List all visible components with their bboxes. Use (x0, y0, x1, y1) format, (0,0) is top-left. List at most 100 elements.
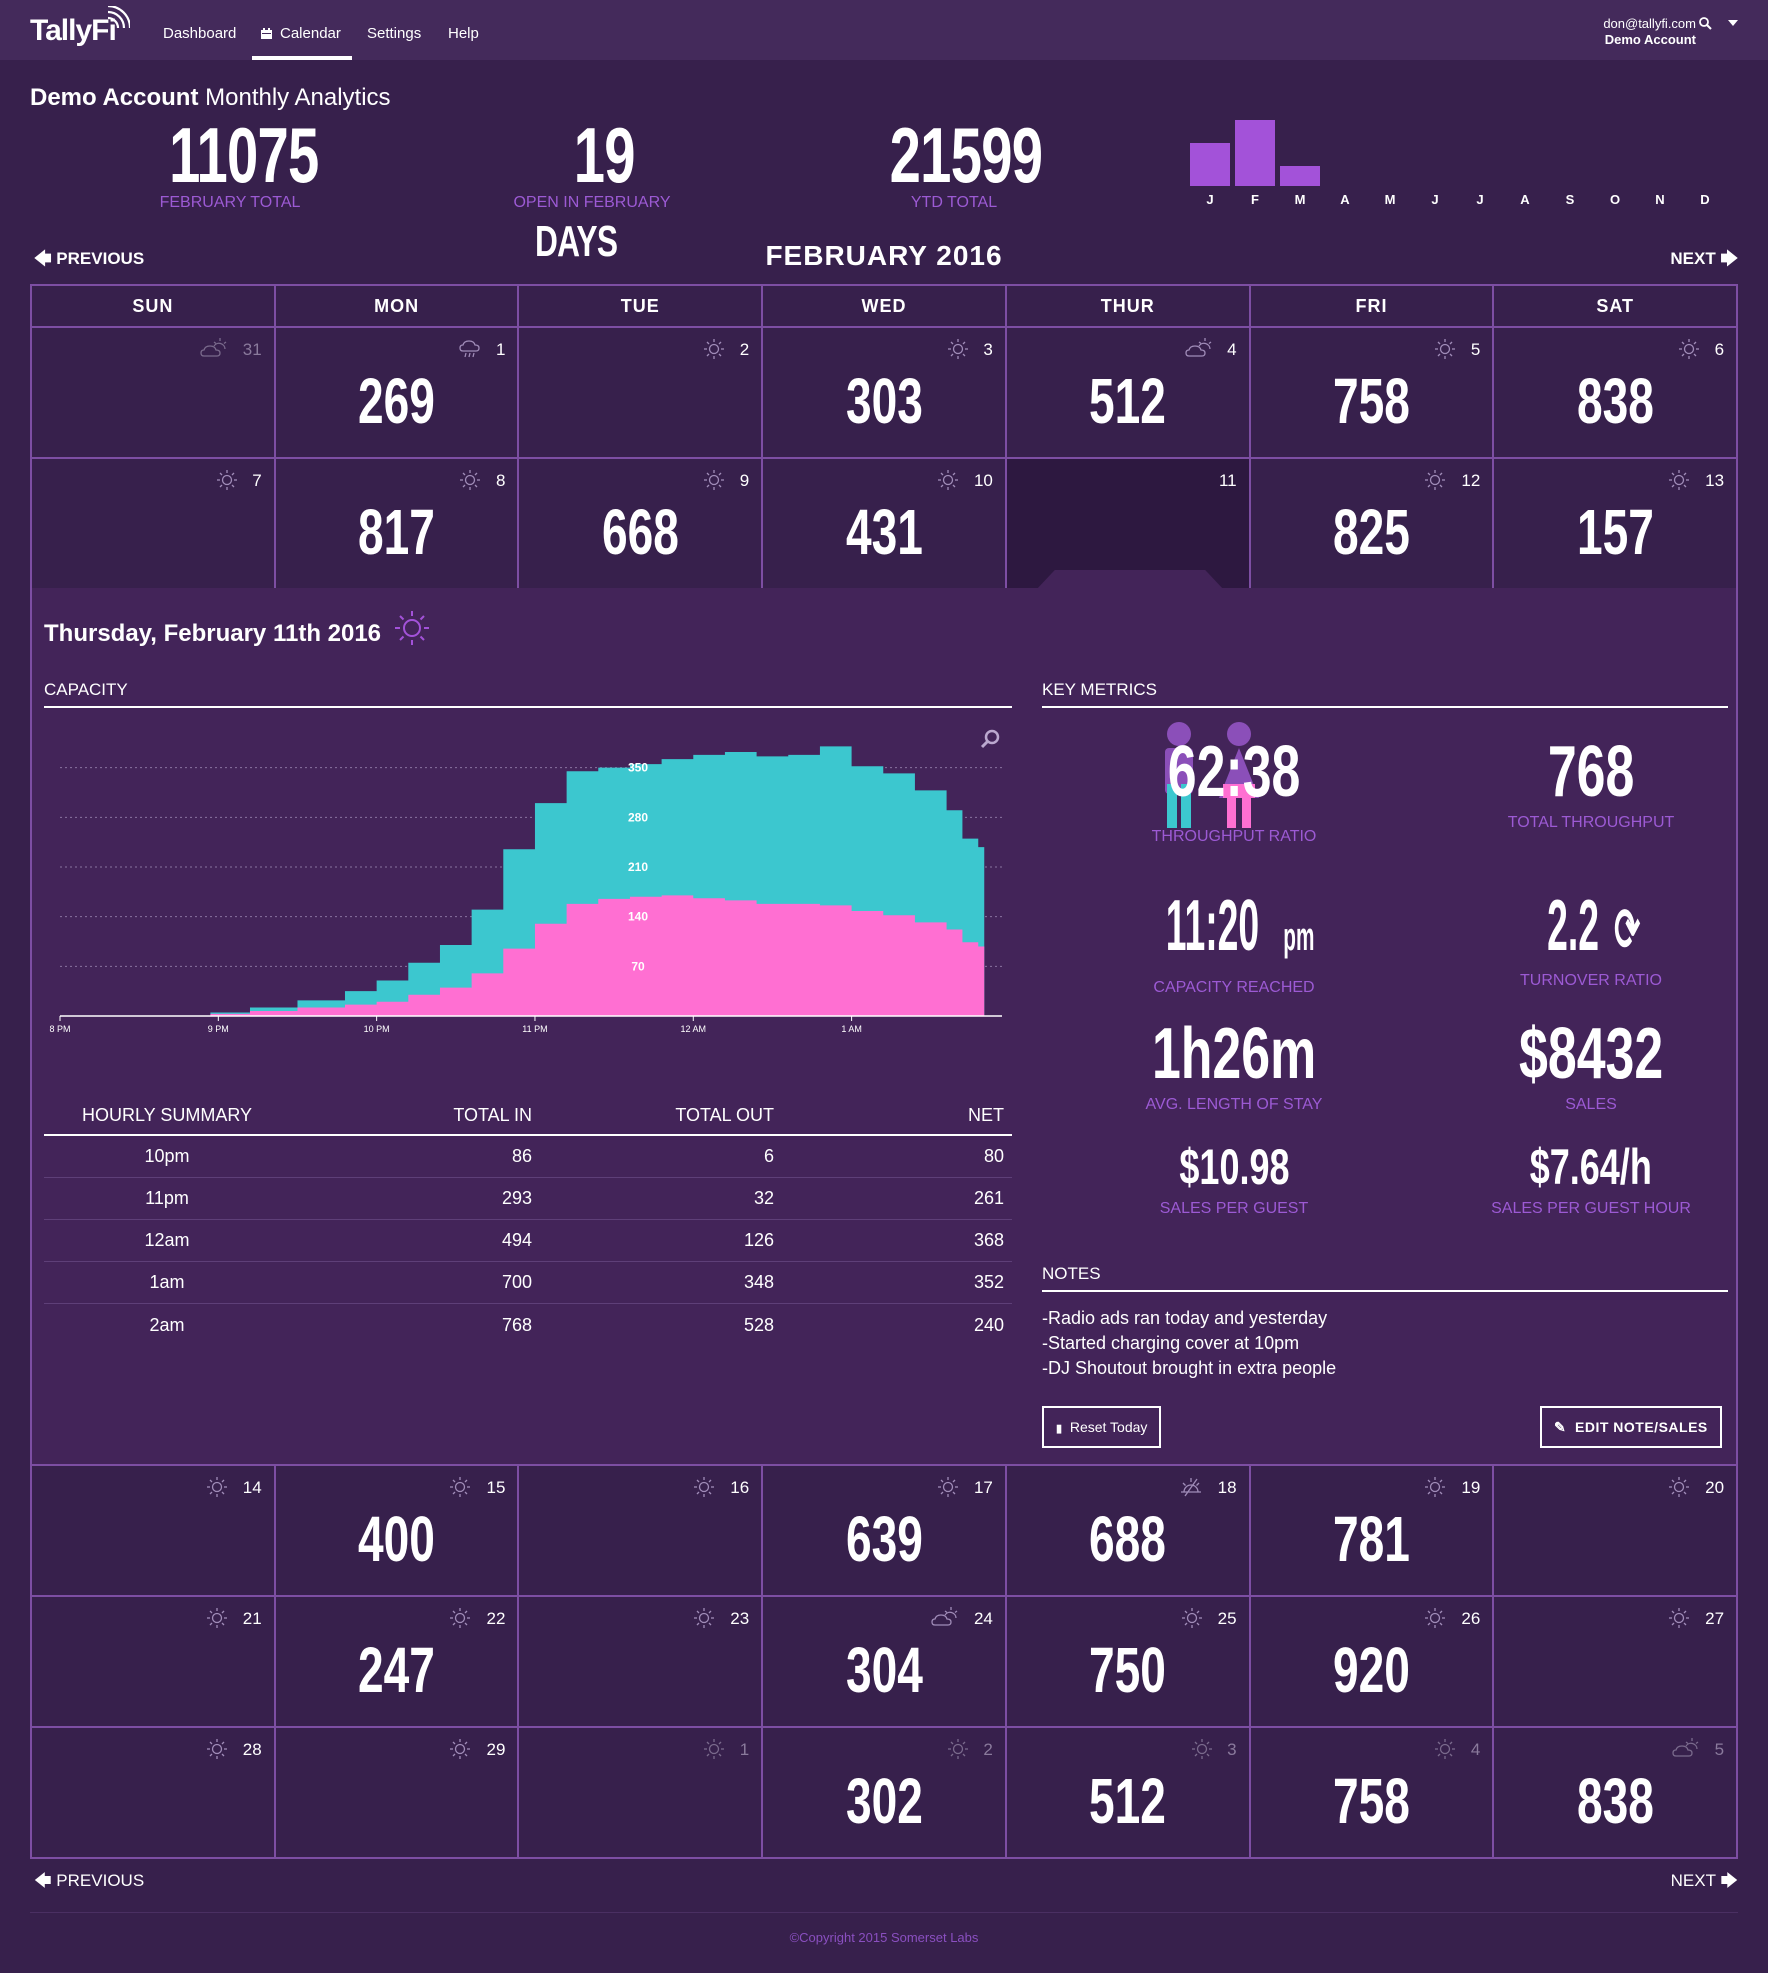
calendar-day-cell[interactable]: 22 247 (276, 1597, 520, 1726)
calendar-day-cell[interactable]: 21 (32, 1597, 276, 1726)
capacity-heading: CAPACITY (44, 680, 1012, 708)
capacity-chart: 70 140 210 280 350 8 PM 9 PM 10 PM 11 PM 12 AM 1 A… (49, 746, 1002, 1034)
calendar-day-cell[interactable]: 24 304 (763, 1597, 1007, 1726)
table-cell: 6 (763, 1146, 774, 1166)
weekday-thur: THUR (1007, 286, 1251, 326)
calendar-day-cell[interactable]: 1 (519, 1728, 764, 1857)
day-total-value: 668 (601, 496, 679, 568)
table-row: 1am 700 348 352 (44, 1262, 1012, 1304)
edit-note-sales-button[interactable]: ✎ EDIT NOTE/SALES (1540, 1406, 1722, 1448)
zoom-icon[interactable] (979, 728, 1001, 750)
account-name: Demo Account (1604, 32, 1696, 47)
calendar-day-cell[interactable]: 18 688 (1007, 1466, 1251, 1595)
calendar-day-cell[interactable]: 15 400 (276, 1466, 520, 1595)
calendar-day-cell[interactable]: 3 303 (763, 328, 1007, 457)
calendar-day-cell[interactable]: 31 (32, 328, 276, 457)
day-total-value: 303 (845, 365, 923, 437)
day-number: 3 (983, 340, 993, 359)
arrow-left-icon: 🡄 (34, 1871, 52, 1890)
sales-per-guest-hour-value: $7.64/h (1529, 1139, 1653, 1195)
calendar-day-cell[interactable]: 3 512 (1007, 1728, 1251, 1857)
month-label: D (1700, 192, 1710, 207)
calendar-day-cell[interactable]: 17 639 (763, 1466, 1007, 1595)
calendar-day-cell[interactable]: 2 (519, 328, 764, 457)
table-cell: 2am (149, 1314, 185, 1335)
hourly-summary-table: HOURLY SUMMARY TOTAL IN TOTAL OUT NET 10… (44, 1096, 1012, 1346)
table-cell: 348 (743, 1272, 774, 1292)
calendar-day-cell[interactable]: 5 838 (1494, 1728, 1736, 1857)
day-number: 8 (495, 471, 506, 490)
sun-icon (449, 1738, 471, 1765)
day-total-value: 758 (1333, 1765, 1410, 1837)
key-metrics-heading: KEY METRICS (1042, 680, 1728, 708)
calendar-day-cell[interactable]: 11 (1006, 459, 1251, 588)
day-number: 15 (486, 1478, 506, 1497)
calendar-day-cell[interactable]: 23 (519, 1597, 764, 1726)
calendar-day-cell[interactable]: 16 (519, 1466, 764, 1595)
account-menu[interactable]: don@tallyfi.com Demo Account (1603, 16, 1712, 48)
sun-icon (1424, 1476, 1446, 1503)
calendar-day-cell[interactable]: 1 269 (276, 328, 520, 457)
previous-month-link-bottom[interactable]: 🡄 PREVIOUS (34, 1871, 145, 1890)
sales-label: SALES (1565, 1096, 1617, 1113)
copyright: ©Copyright 2015 Somerset Labs (789, 1930, 979, 1945)
calendar-day-cell[interactable]: 20 (1494, 1466, 1736, 1595)
previous-month-link[interactable]: 🡄 PREVIOUS (34, 249, 145, 268)
calendar-day-cell[interactable]: 26 920 (1251, 1597, 1495, 1726)
sun-icon (1424, 1607, 1446, 1634)
month-bar (1190, 142, 1230, 186)
day-number: 25 (1217, 1609, 1237, 1628)
calendar-day-cell[interactable]: 12 825 (1251, 459, 1495, 588)
day-number: 27 (1705, 1609, 1725, 1628)
calendar-day-cell[interactable]: 25 750 (1007, 1597, 1251, 1726)
day-number: 13 (1705, 471, 1725, 490)
footer-divider (30, 1912, 1738, 1913)
calendar-day-cell[interactable]: 19 781 (1251, 1466, 1495, 1595)
calendar-day-cell[interactable]: 28 (32, 1728, 276, 1857)
refresh-icon: ⟳ (1614, 896, 1641, 963)
nav-dashboard[interactable]: Dashboard (163, 25, 237, 42)
calendar-day-cell[interactable]: 4 512 (1007, 328, 1251, 457)
selected-day-notch (1036, 570, 1224, 590)
nav-settings[interactable]: Settings (367, 25, 422, 42)
calendar-day-cell[interactable]: 5 758 (1251, 328, 1495, 457)
next-month-link[interactable]: NEXT 🡆 (1670, 249, 1738, 268)
day-total-value: 838 (1576, 365, 1654, 437)
table-row: 12am 494 126 368 (44, 1220, 1012, 1262)
table-cell: 768 (501, 1314, 532, 1335)
calendar-day-cell[interactable]: 2 302 (763, 1728, 1007, 1857)
calendar-day-cell[interactable]: 8 817 (276, 459, 520, 588)
sun-icon (459, 469, 481, 496)
trash-icon: ▮ (1056, 1423, 1063, 1435)
avg-stay-label: AVG. LENGTH OF STAY (1145, 1096, 1323, 1113)
logo[interactable]: TallyFi (30, 14, 117, 47)
x-tick-label: 1 AM (841, 1024, 862, 1034)
february-total-value: 11075 (169, 111, 319, 199)
february-total-label: FEBRUARY TOTAL (159, 194, 301, 211)
table-row: 2am 768 528 240 (44, 1304, 1012, 1346)
search-icon[interactable] (1699, 17, 1712, 30)
reset-today-button[interactable]: ▮ Reset Today (1042, 1406, 1162, 1448)
calendar-day-cell[interactable]: 13 157 (1494, 459, 1736, 588)
day-number: 29 (486, 1740, 506, 1759)
calendar-day-cell[interactable]: 4 758 (1251, 1728, 1495, 1857)
calendar-day-cell[interactable]: 10 431 (763, 459, 1007, 588)
day-number: 9 (739, 471, 750, 490)
calendar-day-cell[interactable]: 6 838 (1494, 328, 1736, 457)
chevron-down-icon[interactable] (1728, 20, 1738, 26)
calendar-day-cell[interactable]: 9 668 (519, 459, 764, 588)
calendar-day-cell[interactable]: 14 (32, 1466, 276, 1595)
calendar-day-cell[interactable]: 27 (1494, 1597, 1736, 1726)
month-title: FEBRUARY 2016 (765, 240, 1003, 271)
table-cell: 352 (973, 1272, 1004, 1292)
nav-help[interactable]: Help (448, 25, 479, 42)
day-number: 21 (242, 1609, 262, 1628)
calendar-day-cell[interactable]: 7 (32, 459, 276, 588)
avg-stay-metric: 1h26m AVG. LENGTH OF STAY (1054, 1018, 1414, 1114)
nav-calendar[interactable]: Calendar (280, 25, 341, 42)
calendar-day-cell[interactable]: 29 (276, 1728, 520, 1857)
next-month-link-bottom[interactable]: NEXT 🡆 (1670, 1871, 1738, 1890)
sales-value: $8432 (1518, 1014, 1664, 1094)
sun-icon (937, 1476, 959, 1503)
y-tick-label: 70 (631, 959, 645, 973)
